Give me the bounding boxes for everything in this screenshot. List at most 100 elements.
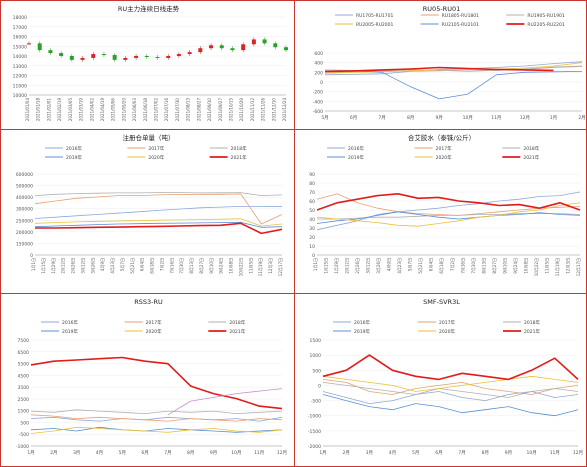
x-tick-label: 7月2日 bbox=[450, 258, 455, 271]
candle-body bbox=[59, 53, 64, 56]
legend-label: 2017年 bbox=[146, 319, 162, 326]
x-tick-label: 2月12日 bbox=[345, 258, 350, 274]
series-line bbox=[167, 388, 283, 416]
y-tick-label: 150000 bbox=[16, 241, 33, 247]
legend-label: 2020年 bbox=[436, 154, 452, 161]
legend-label: 2016年 bbox=[348, 145, 364, 152]
x-tick-label: 2021/06/03 bbox=[132, 98, 137, 122]
y-tick-label: 200000 bbox=[16, 230, 33, 236]
series-line bbox=[322, 354, 579, 381]
series-line bbox=[322, 375, 579, 392]
candle-body bbox=[80, 57, 85, 60]
y-tick-label: 10 bbox=[309, 244, 315, 250]
y-tick-label: 600 bbox=[314, 51, 323, 57]
candle-body bbox=[198, 48, 203, 53]
x-tick-label: 12月 bbox=[573, 450, 583, 456]
x-tick-label: 11月 bbox=[491, 115, 501, 121]
legend-label: 2020年 bbox=[439, 328, 455, 335]
x-tick-label: 5月 bbox=[412, 450, 419, 456]
x-tick-label: 2021/04/02 bbox=[89, 98, 94, 122]
chart-panel-warrant: 注册仓单量（吨） 600000 500000 400000 300000 250000 20… bbox=[0, 129, 295, 294]
x-tick-label: 9月 bbox=[436, 115, 443, 121]
x-tick-label: 12月3日 bbox=[565, 258, 570, 274]
y-tick-label: 18000 bbox=[13, 15, 27, 21]
x-tick-label: 7月 bbox=[164, 450, 171, 456]
chart-panel-ru05-ru01: RU05-RU01 600 400 200 0 -200 -400 -600 5月 6月 7月 8月 9… bbox=[294, 0, 587, 130]
x-tick-label: 7月 bbox=[378, 115, 385, 121]
x-tick-label: 10月8日 bbox=[523, 258, 528, 274]
x-tick-label: 7月30日 bbox=[179, 258, 184, 274]
x-tick-label: 8月13日 bbox=[189, 258, 194, 274]
y-tick-label: 7500 bbox=[18, 338, 30, 344]
x-tick-label: 12月17日 bbox=[278, 258, 283, 276]
y-tick-label: -1000 bbox=[16, 444, 29, 450]
x-tick-label: 12月 bbox=[520, 115, 530, 121]
x-tick-label: 2021/05/20 bbox=[121, 98, 126, 122]
candle-body bbox=[134, 56, 139, 58]
candle-body bbox=[230, 48, 235, 51]
y-tick-label: 1000 bbox=[310, 353, 322, 359]
x-tick-label: 2021/10/15 bbox=[228, 98, 233, 122]
series-line bbox=[324, 62, 583, 74]
candle-body bbox=[155, 56, 160, 58]
x-tick-label: 2021/12/10 bbox=[271, 98, 276, 122]
series-line bbox=[316, 211, 581, 224]
x-tick-label: 12月17日 bbox=[576, 258, 581, 276]
x-tick-label: 2月 bbox=[50, 450, 57, 456]
y-tick-label: 15000 bbox=[13, 44, 27, 50]
x-tick-label: 12月3日 bbox=[268, 258, 273, 274]
x-tick-label: 2月12日 bbox=[61, 258, 66, 274]
legend-label: RU2005-RU2001 bbox=[356, 22, 394, 28]
y-tick-label: 3500 bbox=[18, 385, 30, 391]
x-tick-label: 9月24日 bbox=[513, 258, 518, 274]
candle-body bbox=[219, 45, 224, 49]
y-tick-label: 20 bbox=[309, 235, 315, 241]
x-tick-label: 1月15日 bbox=[41, 258, 46, 274]
x-tick-label: 8月 bbox=[187, 450, 194, 456]
x-tick-label: 6月18日 bbox=[150, 258, 155, 274]
y-tick-label: 30 bbox=[309, 226, 315, 232]
legend-label: 2021年 bbox=[523, 154, 539, 161]
x-tick-label: 9月 bbox=[505, 450, 512, 456]
y-tick-label: 500000 bbox=[16, 184, 33, 190]
x-tick-label: 2月 bbox=[342, 450, 349, 456]
y-tick-label: 80 bbox=[309, 181, 315, 187]
chart-title: 合艾胶水（泰铢/公斤） bbox=[408, 133, 475, 142]
x-tick-label: 3月26日 bbox=[376, 258, 381, 274]
x-tick-label: 5月 bbox=[321, 115, 328, 121]
series-line bbox=[324, 66, 554, 73]
legend-label: 2016年 bbox=[66, 145, 82, 152]
legend-label: 2018年 bbox=[229, 319, 245, 326]
legend-label: 2020年 bbox=[148, 154, 164, 161]
chart-panel-ru-main: RU主力连续日线走势 18000 17000 16000 15000 14000 13000… bbox=[0, 0, 295, 130]
legend-label: 2018年 bbox=[523, 145, 539, 152]
x-tick-label: 8月 bbox=[407, 115, 414, 121]
x-tick-label: 11月 bbox=[254, 450, 264, 456]
x-tick-label: 1月29日 bbox=[334, 258, 339, 274]
y-tick-label: -600 bbox=[313, 109, 323, 115]
x-tick-label: 8月27日 bbox=[199, 258, 204, 274]
legend-label: 2016年 bbox=[62, 319, 78, 326]
y-tick-label: 500 bbox=[312, 368, 321, 374]
y-tick-label: 0 bbox=[318, 383, 321, 389]
x-tick-label: 2021/10/29 bbox=[239, 98, 244, 122]
legend-label: 2021年 bbox=[231, 154, 247, 161]
candle-body bbox=[209, 45, 214, 49]
x-tick-label: 7月 bbox=[458, 450, 465, 456]
x-tick-label: 6月4日 bbox=[429, 258, 434, 271]
series-line bbox=[316, 202, 581, 227]
y-tick-label: 11000 bbox=[13, 83, 27, 89]
y-tick-label: -200 bbox=[313, 90, 323, 96]
chart-svg: RSS3-RU 7500 6500 5500 4500 3500 2500 1500 500 -5… bbox=[16, 298, 287, 456]
y-tick-label: 250000 bbox=[16, 218, 33, 224]
y-tick-label: -500 bbox=[311, 399, 321, 405]
series-line bbox=[35, 222, 283, 235]
series-line bbox=[30, 416, 283, 422]
candle-body bbox=[69, 56, 74, 60]
x-tick-label: 5月21日 bbox=[130, 258, 135, 274]
x-tick-label: 11月5日 bbox=[544, 258, 549, 274]
legend-label: 2017年 bbox=[436, 145, 452, 152]
x-tick-label: 1月 bbox=[550, 115, 557, 121]
series-line bbox=[34, 193, 283, 225]
